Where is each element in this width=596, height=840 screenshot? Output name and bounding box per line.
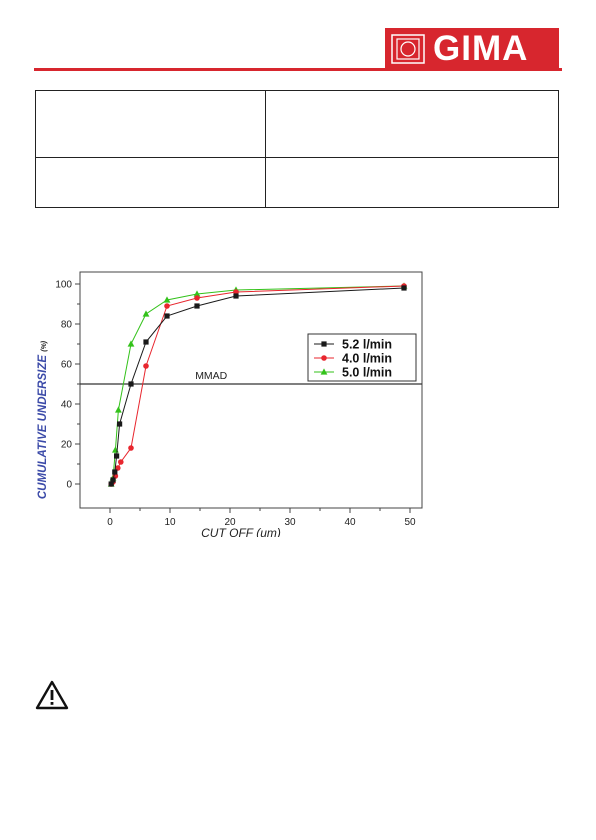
table-cell — [35, 157, 266, 208]
data-point — [143, 363, 149, 369]
legend-label: 5.2 l/min — [342, 338, 392, 352]
data-point — [233, 293, 239, 299]
table-cell — [35, 90, 266, 158]
data-point — [321, 355, 327, 361]
chart-panel: 0 10 20 30 40 50 0 20 40 60 80 100 CUT OFF (um) CUMUL… — [30, 262, 435, 540]
x-tick-label: 10 — [164, 517, 176, 528]
table-cell — [265, 90, 559, 158]
brand-logo: GIMA — [385, 28, 559, 69]
x-tick-label: 20 — [224, 517, 236, 528]
series-line — [110, 287, 405, 485]
y-tick-label: 60 — [61, 360, 73, 371]
data-point — [320, 368, 328, 375]
x-tick-label: 0 — [107, 517, 113, 528]
data-point — [142, 310, 150, 317]
y-tick-label: 0 — [66, 480, 72, 491]
data-point — [194, 295, 200, 301]
legend-label: 4.0 l/min — [342, 352, 392, 366]
data-point — [118, 459, 124, 465]
data-point — [163, 296, 171, 303]
x-tick-label: 50 — [404, 517, 416, 528]
table-row — [35, 90, 559, 158]
y-tick-label: 100 — [55, 280, 72, 291]
x-axis-label: CUT OFF (um) — [201, 526, 281, 537]
data-point — [112, 469, 118, 475]
data-point — [164, 303, 170, 309]
info-table — [35, 90, 559, 208]
data-point — [117, 421, 123, 427]
y-tick-label: 40 — [61, 400, 73, 411]
data-point — [193, 290, 201, 297]
y-tick-label: 80 — [61, 320, 73, 331]
legend-label: 5.0 l/min — [342, 366, 392, 380]
x-tick-label: 30 — [284, 517, 296, 528]
plot-frame — [79, 271, 423, 509]
data-point — [108, 481, 114, 487]
series-line — [110, 285, 405, 485]
y-axis-label: CUMULATIVE UNDERSIZE (%) — [37, 340, 49, 499]
data-point — [164, 313, 170, 319]
series-line — [110, 285, 405, 485]
mmad-label: MMAD — [195, 370, 227, 382]
table-row — [35, 157, 559, 208]
data-point — [321, 341, 327, 347]
data-point — [110, 477, 116, 483]
data-point — [194, 303, 200, 309]
header-rule — [34, 68, 562, 71]
y-tick-label: 20 — [61, 440, 73, 451]
data-point — [128, 381, 134, 387]
data-point — [115, 406, 122, 413]
data-point — [233, 289, 239, 295]
x-tick-label: 40 — [344, 517, 356, 528]
data-point — [127, 340, 135, 347]
data-point — [114, 453, 120, 459]
data-point — [143, 339, 149, 345]
data-point — [401, 285, 407, 291]
cumulative-undersize-chart: 0 10 20 30 40 50 0 20 40 60 80 100 CUT OFF (um) CUMUL… — [37, 271, 423, 540]
gima-shield-logo-icon — [391, 33, 425, 64]
brand-name: GIMA — [433, 29, 529, 68]
table-cell — [265, 157, 559, 208]
data-point — [128, 445, 134, 451]
warning-triangle-icon — [35, 680, 69, 710]
